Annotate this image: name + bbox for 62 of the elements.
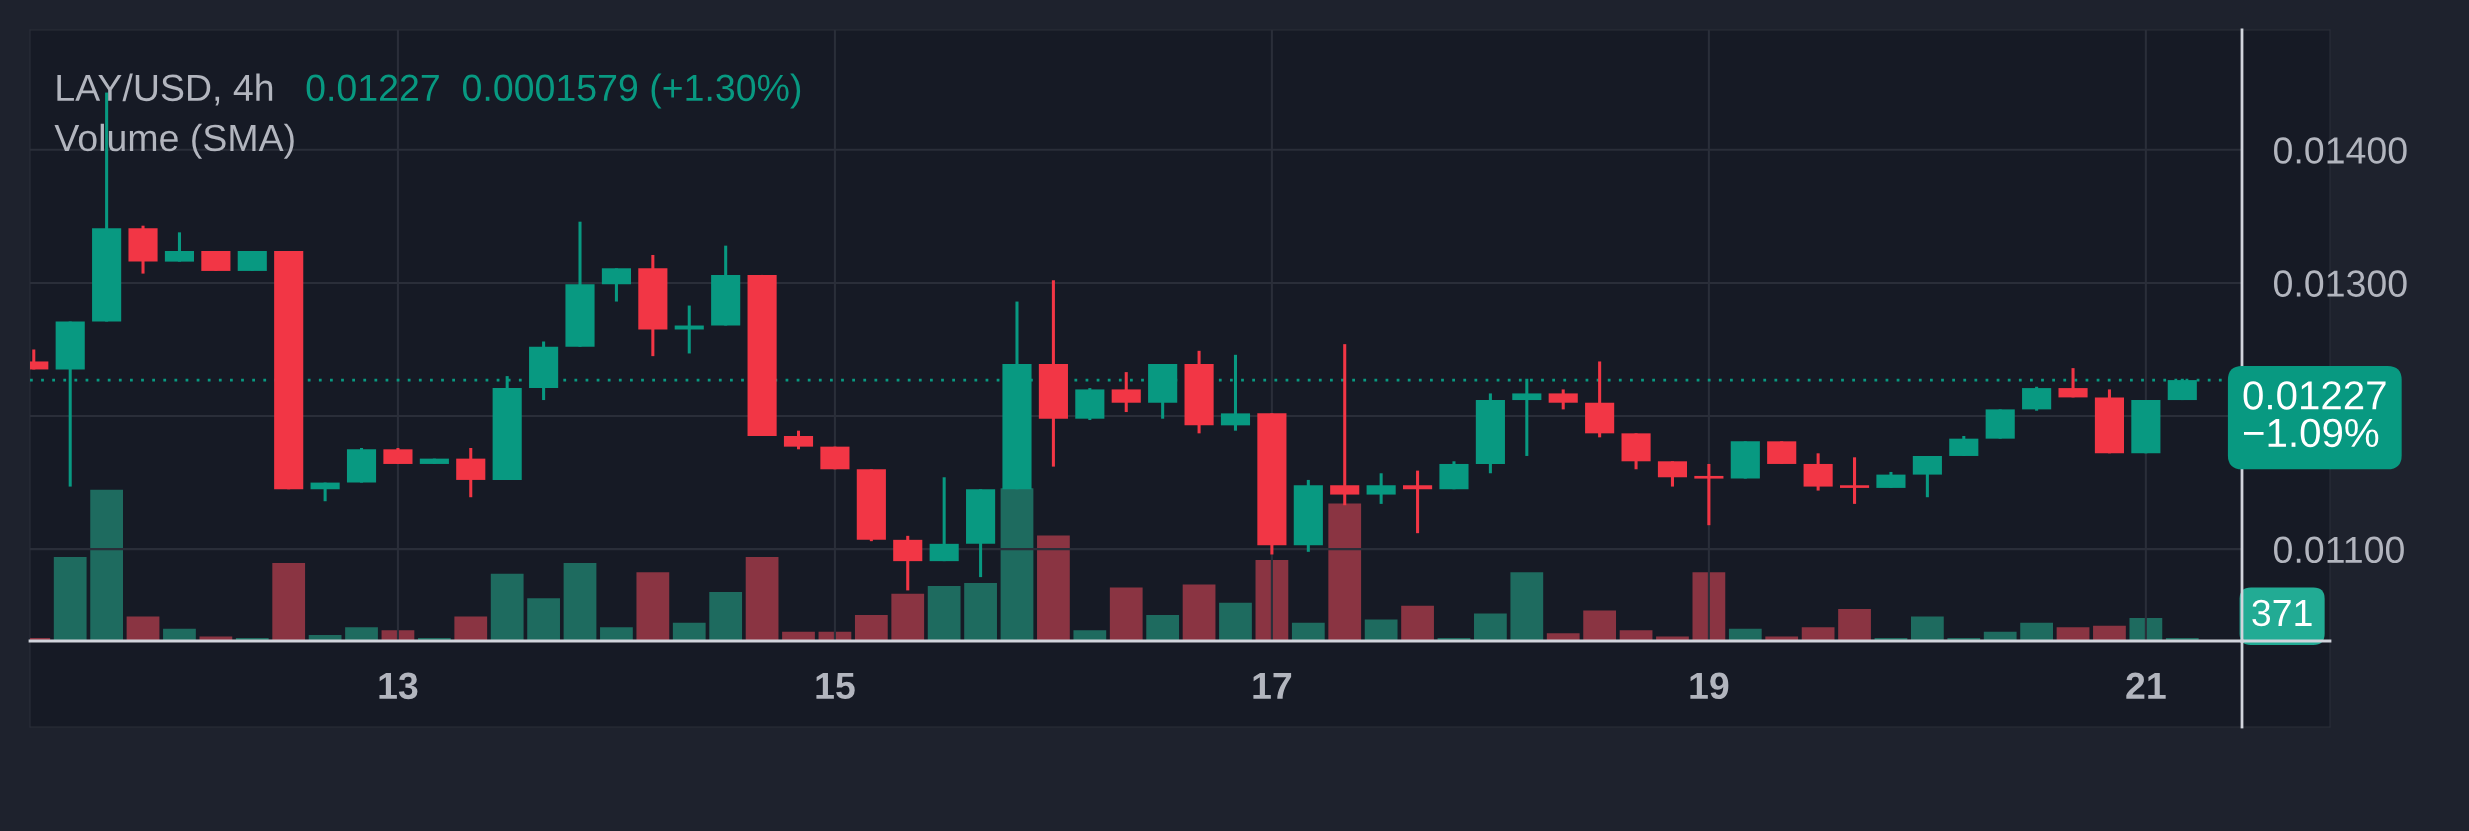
bar — [1255, 560, 1289, 641]
candlestick — [674, 305, 704, 354]
x-tick-label: 13 — [379, 672, 418, 700]
bar — [272, 563, 306, 641]
bar — [1146, 615, 1180, 641]
bar — [1364, 619, 1398, 641]
bar — [1474, 613, 1507, 641]
bar — [1838, 608, 1871, 641]
bar — [2093, 625, 2126, 641]
candlestick — [1366, 473, 1396, 504]
bar — [745, 556, 779, 641]
bar — [672, 622, 706, 641]
candlestick — [1512, 378, 1542, 456]
bar — [1583, 610, 1617, 641]
text: 371 — [2252, 599, 2312, 627]
x-tick-label: 17 — [1253, 672, 1292, 699]
x-tick-label: 21 — [2126, 672, 2166, 699]
bar — [1182, 584, 1216, 641]
y-tick-label: 0.01100 — [2274, 536, 2404, 564]
x-tick-label: 19 — [1690, 672, 1729, 700]
bar — [1219, 602, 1252, 641]
bar — [1328, 503, 1362, 641]
bar — [1037, 535, 1070, 641]
bar — [1801, 627, 1835, 641]
bar — [1291, 622, 1325, 641]
candlestick — [1839, 457, 1870, 504]
bar — [1546, 633, 1580, 641]
annotation: 0.01227 0.0001579 (+1.30%) — [306, 73, 801, 109]
y-tick-label: 0.01300 — [2274, 270, 2407, 297]
text: LAY/USD, 4h — [57, 73, 273, 106]
bar — [891, 593, 925, 641]
bar — [1109, 587, 1143, 641]
candlestick — [1694, 462, 1724, 527]
bar — [163, 628, 196, 641]
bar — [636, 572, 670, 641]
y-tick-label: 0.01400 — [2274, 137, 2407, 164]
bar — [1401, 605, 1434, 641]
bar — [563, 563, 597, 641]
bar — [53, 556, 87, 641]
bar — [1073, 630, 1107, 641]
bar — [2020, 622, 2054, 641]
bar — [1728, 628, 1762, 641]
bar — [927, 586, 961, 641]
bar — [854, 615, 888, 641]
bar — [709, 592, 743, 641]
candlestick — [1403, 470, 1433, 535]
bar — [1619, 630, 1653, 641]
bar — [2056, 627, 2090, 641]
bar — [1510, 572, 1544, 641]
ref-line-label: 0.01227 −1.09% — [2243, 381, 2386, 448]
bar — [1910, 616, 1944, 641]
bar — [1692, 572, 1726, 641]
bar — [2129, 618, 2163, 641]
bar — [345, 627, 378, 641]
bar — [527, 598, 560, 641]
bar — [490, 573, 524, 641]
bar — [126, 616, 160, 641]
bar — [964, 582, 997, 641]
bar — [600, 627, 633, 641]
bar — [90, 489, 124, 641]
bar — [454, 616, 488, 641]
x-tick-label: 15 — [816, 672, 855, 700]
